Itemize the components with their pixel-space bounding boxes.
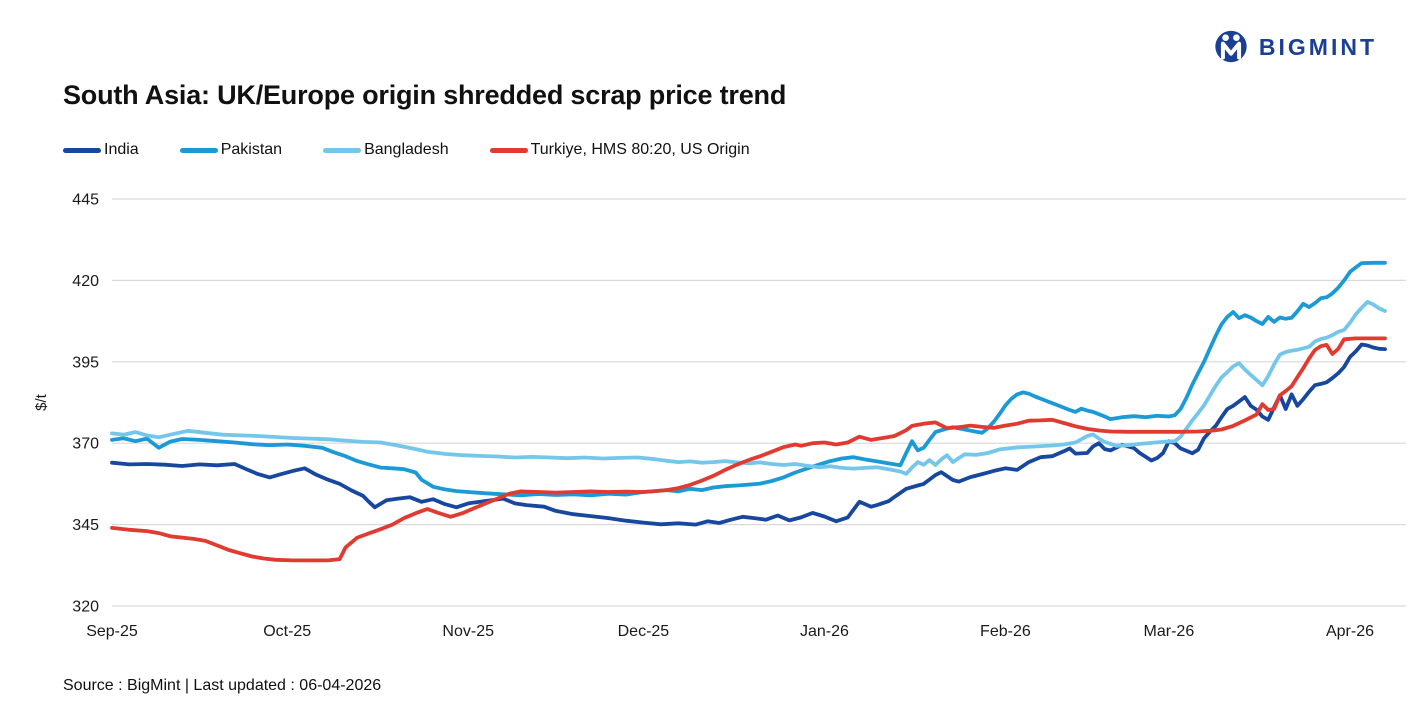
svg-text:Oct-25: Oct-25 xyxy=(263,623,311,640)
legend-item-india: India xyxy=(63,141,139,159)
bigmint-logo-icon xyxy=(1215,30,1247,63)
svg-text:Dec-25: Dec-25 xyxy=(618,623,670,640)
svg-text:$/t: $/t xyxy=(33,393,50,411)
legend-label: Bangladesh xyxy=(364,141,449,158)
svg-text:Feb-26: Feb-26 xyxy=(980,623,1031,640)
legend-item-bangladesh: Bangladesh xyxy=(323,141,449,159)
brand-logo: BIGMINT xyxy=(1212,28,1377,66)
svg-text:445: 445 xyxy=(72,192,99,209)
legend-label: India xyxy=(104,141,139,158)
legend-label: Turkiye, HMS 80:20, US Origin xyxy=(530,141,750,158)
chart-title: South Asia: UK/Europe origin shredded sc… xyxy=(63,80,787,110)
legend-label: Pakistan xyxy=(220,141,283,158)
svg-text:Apr-26: Apr-26 xyxy=(1326,623,1374,640)
svg-text:420: 420 xyxy=(72,273,99,290)
bangladesh-line-swatch xyxy=(323,147,362,153)
india-line-swatch xyxy=(63,147,101,153)
brand-name: BIGMINT xyxy=(1258,33,1377,60)
turkiye-line-swatch xyxy=(489,147,528,153)
svg-text:Sep-25: Sep-25 xyxy=(86,623,138,640)
svg-text:Mar-26: Mar-26 xyxy=(1144,623,1195,640)
svg-text:Nov-25: Nov-25 xyxy=(442,623,494,640)
source-note: Source : BigMint | Last updated : 06-04-… xyxy=(63,677,382,694)
legend-item-turkiye: Turkiye, HMS 80:20, US Origin xyxy=(489,141,750,159)
svg-text:395: 395 xyxy=(72,354,99,371)
svg-text:345: 345 xyxy=(72,517,99,534)
svg-text:370: 370 xyxy=(72,436,99,453)
pakistan-line-swatch xyxy=(179,147,218,153)
svg-text:Jan-26: Jan-26 xyxy=(800,623,849,640)
legend-item-pakistan: Pakistan xyxy=(179,141,283,159)
svg-text:320: 320 xyxy=(72,599,99,616)
chart-legend: India Pakistan Bangladesh Turkiye, HMS 8… xyxy=(63,141,750,159)
